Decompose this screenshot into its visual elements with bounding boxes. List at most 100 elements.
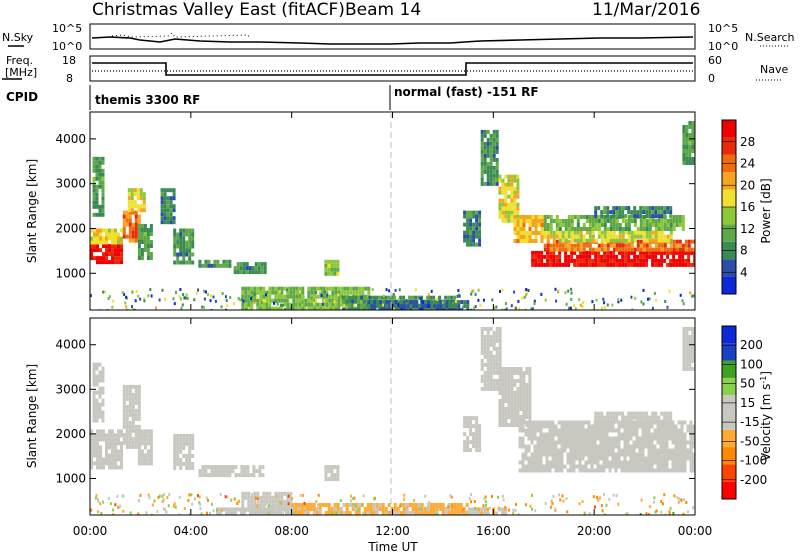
y-tick-label-3: 4000 — [55, 338, 86, 352]
nsky-tick-bottom: 10^0 — [52, 40, 82, 53]
nsky-tick-top: 10^5 — [52, 22, 82, 35]
colorbar-band-0 — [722, 481, 736, 499]
colorbar-band-0 — [722, 276, 736, 294]
colorbar-tick-label-6: -100 — [740, 454, 767, 468]
colorbar-band-1 — [722, 464, 736, 482]
y-tick-label-1: 2000 — [55, 221, 86, 235]
power-patch-15 — [480, 129, 499, 186]
y-tick-label-0: 1000 — [55, 471, 86, 485]
y-tick-1: 2000 — [55, 221, 695, 235]
power-patch-3 — [127, 188, 146, 213]
nsearch-tick-bottom: 10^0 — [708, 40, 738, 53]
y-tick-label-0: 1000 — [55, 266, 86, 280]
velocity-patch-13 — [498, 367, 532, 427]
velocity-patch-15 — [594, 411, 673, 424]
colorbar-tick-label-5: 24 — [740, 157, 755, 171]
nsearch-label: N.Search — [745, 31, 795, 44]
velocity-patch-11 — [463, 416, 482, 453]
power-patch-0 — [90, 244, 123, 265]
velocity-patch-4 — [173, 433, 195, 470]
nsky-noise-marks — [111, 32, 251, 39]
power-patch-18 — [531, 250, 695, 267]
nsky-trace — [91, 36, 694, 45]
colorbar-tick-label-2: 12 — [740, 222, 755, 236]
power-patch-16 — [498, 174, 520, 223]
velocity-heatmap — [90, 326, 695, 515]
power-patch-2 — [122, 210, 141, 243]
x-tick-label-2: 08:00 — [274, 524, 309, 538]
colorbar-tick-label-4: 20 — [740, 178, 755, 192]
colorbar-band-6 — [722, 377, 736, 396]
velocity-patch-0 — [90, 429, 123, 470]
power-y-ticks: 1000 2000 3000 4000 — [55, 132, 695, 280]
velocity-patch-6 — [324, 465, 340, 482]
nave-label: Nave — [760, 63, 788, 76]
beam-label: Beam 14 — [345, 0, 421, 20]
x-tick-5: 20:00 — [577, 112, 612, 538]
freq-tick-top: 18 — [62, 54, 76, 67]
x-tick-label-0: 00:00 — [73, 524, 108, 538]
time-axis-ticks: 00:00 04:00 08:00 12:00 16:00 20:00 00:00 — [73, 112, 712, 538]
x-tick-0: 00:00 — [73, 112, 108, 538]
power-patch-5 — [137, 224, 153, 260]
power-patch-14 — [463, 210, 482, 247]
power-heatmap — [90, 121, 695, 310]
y-tick-3: 4000 — [55, 132, 695, 146]
x-tick-label-5: 20:00 — [577, 524, 612, 538]
y-tick-1: 2000 — [55, 427, 695, 441]
power-speckles — [90, 287, 695, 310]
y-tick-2: 3000 — [55, 177, 695, 191]
power-patch-8 — [198, 259, 232, 268]
power-patch-17 — [513, 215, 547, 243]
velocity-patch-3 — [137, 429, 153, 466]
colorbar-band-3 — [722, 429, 736, 448]
y-tick-0: 1000 — [55, 266, 695, 280]
colorbar-band-4 — [722, 412, 736, 430]
time-axis-label: Time UT — [367, 540, 418, 554]
colorbar-band-1 — [722, 259, 736, 277]
colorbar-band-3 — [722, 224, 736, 242]
colorbar-frame — [721, 325, 737, 500]
power-colorbar: 4 8 12 16 20 24 28 — [721, 119, 755, 295]
freq-strip-frame — [89, 55, 696, 82]
velocity-patch-14 — [518, 420, 695, 473]
colorbar-band-5 — [722, 395, 736, 413]
nave-tick-bottom: 0 — [708, 72, 715, 85]
velocity-patch-10 — [468, 507, 508, 515]
power-patch-1 — [90, 228, 123, 245]
velocity-colorbar: 200 100 50 15 -15 -50 -100 -200 — [721, 325, 767, 500]
nsearch-tick-top: 10^5 — [708, 22, 738, 35]
y-tick-0: 1000 — [55, 471, 695, 485]
power-patch-20 — [543, 230, 673, 243]
y-tick-label-3: 4000 — [55, 132, 86, 146]
y-tick-label-2: 3000 — [55, 177, 86, 191]
velocity-speckles — [90, 492, 695, 515]
x-tick-label-1: 04:00 — [174, 524, 209, 538]
power-patch-22 — [594, 206, 673, 219]
y-tick-2: 3000 — [55, 382, 695, 396]
colorbar-band-5 — [722, 189, 736, 207]
power-patch-6 — [160, 188, 176, 225]
nsky-label: N.Sky — [2, 31, 34, 44]
cpid-mode-2: normal (fast) -151 RF — [394, 85, 539, 99]
freq-tick-bottom: 8 — [66, 72, 73, 85]
nsky-strip-frame — [89, 23, 696, 50]
power-patch-10 — [324, 259, 340, 276]
nave-tick-top: 60 — [708, 54, 722, 67]
x-tick-4: 16:00 — [476, 112, 511, 538]
power-patch-4 — [92, 156, 105, 217]
date-label: 11/Mar/2016 — [592, 0, 700, 20]
y-tick-3: 4000 — [55, 338, 695, 352]
cpid-mode-1: themis 3300 RF — [95, 93, 200, 107]
x-tick-3: 12:00 — [375, 112, 410, 538]
power-patch-9 — [233, 262, 267, 275]
x-tick-1: 04:00 — [174, 112, 209, 538]
power-y-axis-label: Slant Range [km] — [25, 159, 39, 263]
freq-label-1: Freq. — [6, 54, 33, 67]
velocity-y-ticks: 1000 2000 3000 4000 — [55, 338, 695, 485]
power-patch-21 — [543, 215, 685, 231]
colorbar-band-2 — [722, 447, 736, 465]
colorbar-band-9 — [722, 120, 736, 138]
velocity-y-axis-label: Slant Range [km] — [25, 364, 39, 468]
